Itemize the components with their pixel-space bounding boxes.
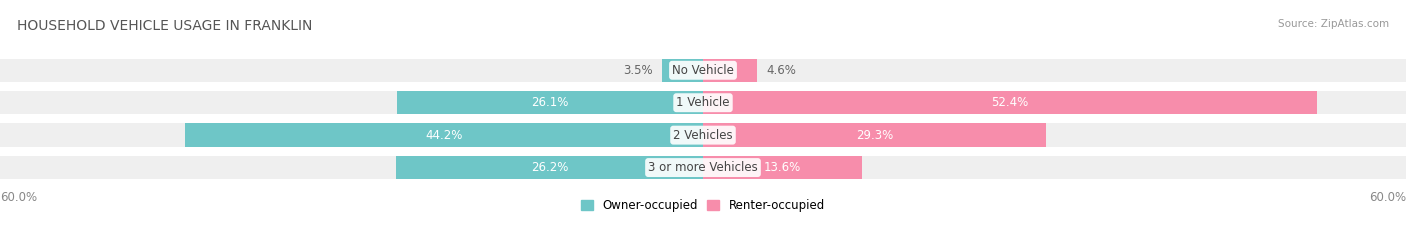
Bar bbox=[186, 124, 703, 147]
Bar bbox=[398, 91, 703, 114]
Legend: Owner-occupied, Renter-occupied: Owner-occupied, Renter-occupied bbox=[576, 194, 830, 217]
Text: 13.6%: 13.6% bbox=[763, 161, 801, 174]
Text: 2 Vehicles: 2 Vehicles bbox=[673, 129, 733, 142]
Bar bbox=[0, 58, 1406, 82]
Text: 4.6%: 4.6% bbox=[766, 64, 796, 77]
Bar bbox=[396, 156, 703, 179]
Bar bbox=[0, 124, 1406, 147]
Text: No Vehicle: No Vehicle bbox=[672, 64, 734, 77]
Text: 26.1%: 26.1% bbox=[531, 96, 569, 109]
Text: 29.3%: 29.3% bbox=[856, 129, 893, 142]
Text: Source: ZipAtlas.com: Source: ZipAtlas.com bbox=[1278, 19, 1389, 29]
Text: 1 Vehicle: 1 Vehicle bbox=[676, 96, 730, 109]
Text: 60.0%: 60.0% bbox=[0, 191, 37, 204]
Bar bbox=[662, 58, 703, 82]
Text: 60.0%: 60.0% bbox=[1369, 191, 1406, 204]
Bar bbox=[703, 124, 1046, 147]
Bar bbox=[703, 58, 756, 82]
Bar bbox=[0, 91, 1406, 114]
Bar bbox=[0, 156, 1406, 179]
Text: 52.4%: 52.4% bbox=[991, 96, 1029, 109]
Text: HOUSEHOLD VEHICLE USAGE IN FRANKLIN: HOUSEHOLD VEHICLE USAGE IN FRANKLIN bbox=[17, 19, 312, 33]
Text: 26.2%: 26.2% bbox=[531, 161, 568, 174]
Text: 44.2%: 44.2% bbox=[426, 129, 463, 142]
Text: 3 or more Vehicles: 3 or more Vehicles bbox=[648, 161, 758, 174]
Bar bbox=[703, 156, 862, 179]
Text: 3.5%: 3.5% bbox=[623, 64, 652, 77]
Bar bbox=[703, 91, 1317, 114]
